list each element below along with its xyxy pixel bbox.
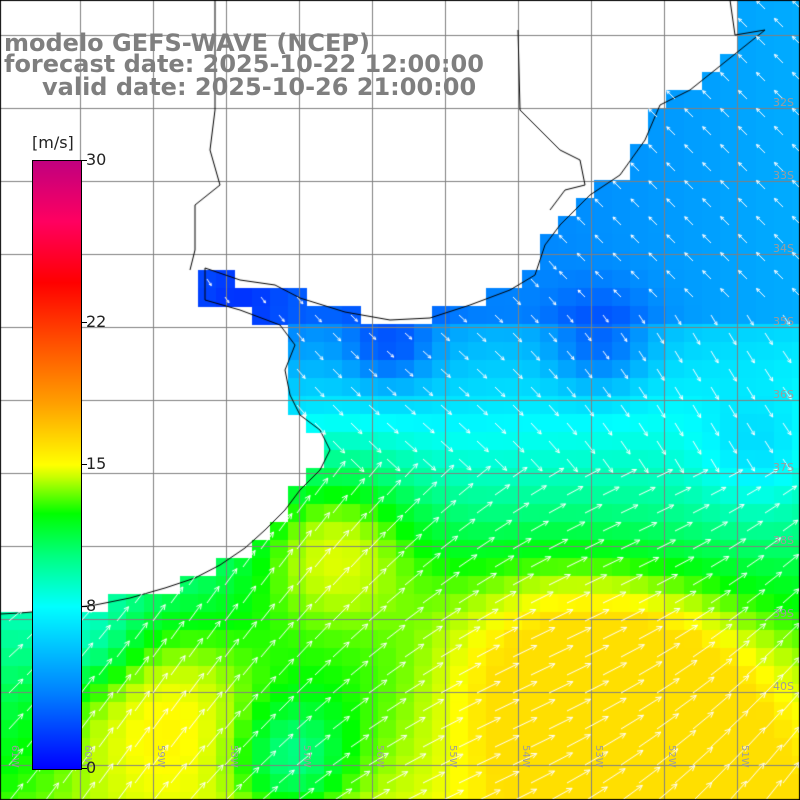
colorbar-tick-label: 15 (86, 454, 107, 473)
forecast-date: forecast date: 2025-10-22 12:00:00 (4, 50, 484, 78)
latitude-label: 37S (773, 461, 794, 474)
colorbar-tick-mark (81, 605, 87, 607)
model-title: modelo GEFS-WAVE (NCEP) (4, 29, 370, 57)
colorbar-tick-label: 30 (86, 150, 107, 169)
latitude-label: 34S (773, 242, 794, 255)
latitude-label: 38S (773, 534, 794, 547)
colorbar-tick-label: 22 (86, 312, 107, 332)
valid-date: valid date: 2025-10-26 21:00:00 (42, 73, 477, 101)
longitude-label: 61W (9, 745, 20, 768)
colorbar-tick-mark (81, 464, 87, 465)
longitude-label: 55W (447, 745, 458, 768)
colorbar-tick-label: 0 (86, 758, 97, 777)
colorbar-tick-mark (81, 160, 87, 161)
latitude-label: 35S (773, 315, 794, 328)
longitude-label: 54W (520, 745, 531, 768)
latitude-label: 40S (773, 680, 794, 693)
latitude-label: 39S (773, 607, 794, 620)
longitude-label: 59W (155, 745, 166, 768)
longitude-label: 57W (301, 745, 312, 768)
colorbar-tick-mark (81, 768, 87, 769)
longitude-label: 52W (666, 745, 677, 768)
colorbar-unit: [m/s] (32, 133, 74, 152)
longitude-label: 56W (374, 745, 385, 768)
longitude-label: 58W (228, 745, 239, 768)
colorbar-tick-label: 8 (86, 595, 97, 615)
latitude-label: 32S (773, 96, 794, 109)
colorbar (32, 160, 82, 770)
colorbar-tick-mark (81, 322, 87, 324)
longitude-label: 53W (593, 745, 604, 768)
latitude-label: 33S (773, 169, 794, 182)
latitude-label: 36S (773, 388, 794, 401)
longitude-label: 51W (739, 745, 750, 768)
